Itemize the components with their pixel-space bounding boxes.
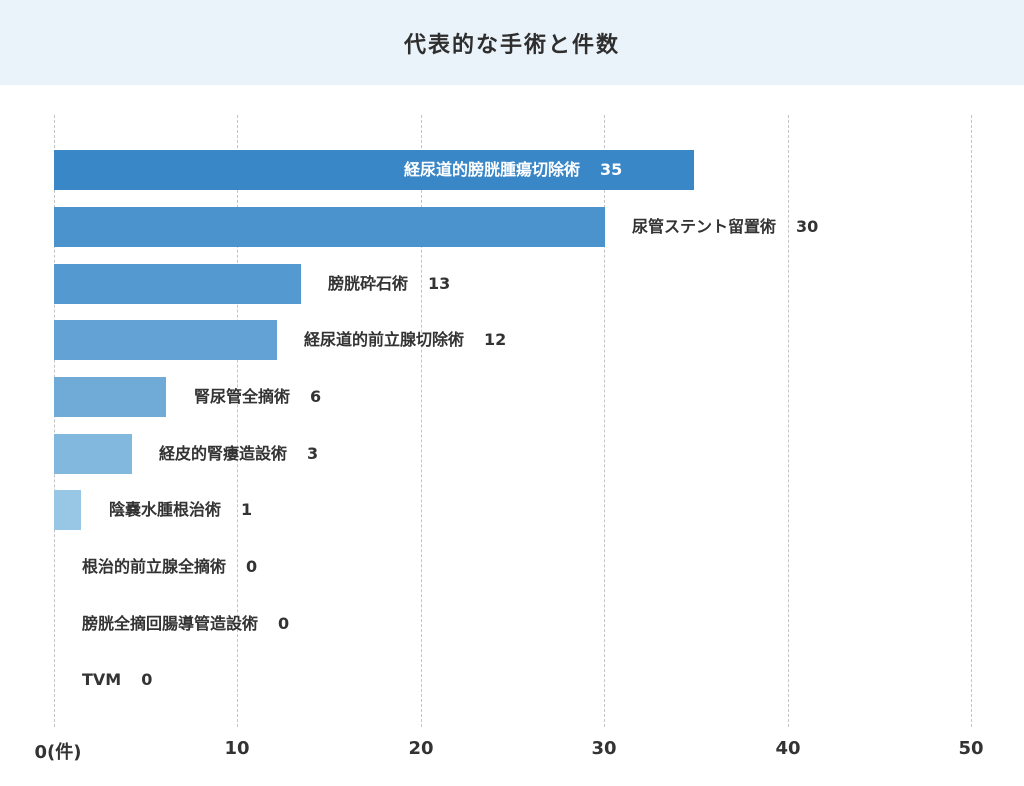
bar [54, 434, 132, 474]
bar [54, 150, 694, 190]
bar [54, 264, 301, 304]
gridline-0 [54, 115, 55, 727]
gridline-20 [421, 115, 422, 727]
bar-label: 膀胱全摘回腸導管造設術 0 [82, 614, 290, 633]
bar [54, 377, 166, 417]
bar-label: 腎尿管全摘術 6 [194, 387, 322, 406]
bar-label: TVM 0 [82, 670, 153, 689]
bar [54, 207, 605, 247]
chart-header: 代表的な手術と件数 [0, 0, 1024, 85]
gridline-40 [788, 115, 789, 727]
bar-label: 根治的前立腺全摘術 0 [82, 557, 258, 576]
x-tick-label: 20 [408, 738, 434, 759]
bar-label: 膀胱砕石術 13 [328, 274, 451, 293]
bar [54, 490, 81, 530]
gridline-10 [237, 115, 238, 727]
x-tick-label: 30 [591, 738, 617, 759]
bar-label: 経皮的腎瘻造設術 3 [159, 444, 319, 463]
x-tick-label: 0(件) [34, 742, 82, 763]
x-tick-label: 10 [224, 738, 250, 759]
chart-title: 代表的な手術と件数 [403, 32, 620, 58]
bar-label: 経尿道的前立腺切除術 12 [304, 330, 507, 349]
x-tick-label: 40 [775, 738, 801, 759]
bar-label: 尿管ステント留置術 30 [632, 217, 819, 236]
bar [54, 320, 277, 360]
bar-label: 経尿道的膀胱腫瘍切除術 35 [404, 160, 623, 179]
gridline-30 [604, 115, 605, 727]
bar-label: 陰嚢水腫根治術 1 [109, 500, 253, 519]
x-tick-label: 50 [958, 738, 984, 759]
gridline-50 [971, 115, 972, 727]
